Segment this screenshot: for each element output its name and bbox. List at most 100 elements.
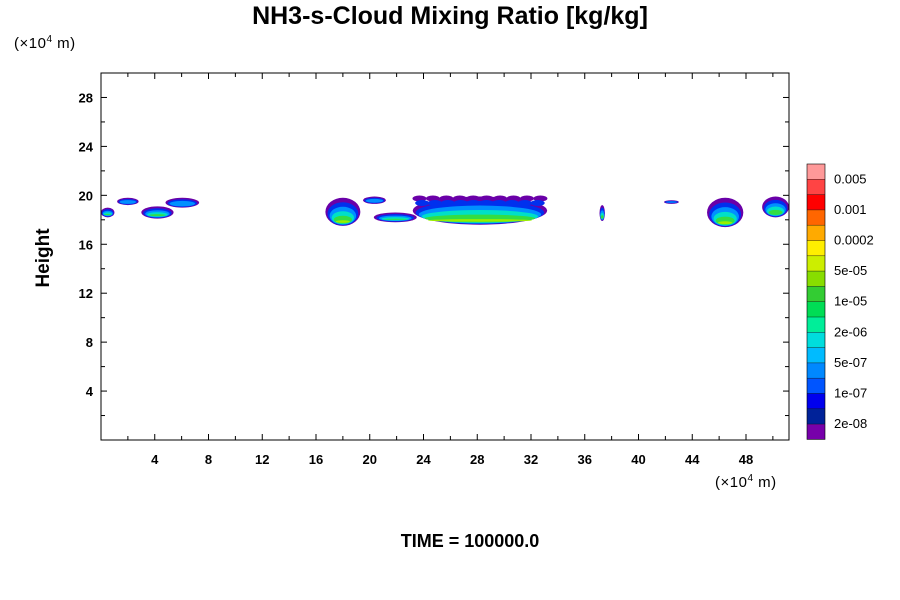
y-unit-label: (×104 m) xyxy=(14,34,76,52)
colorbar-label: 5e-07 xyxy=(834,355,867,370)
cloud-contour xyxy=(335,220,350,223)
y-axis-title: Height xyxy=(33,228,54,288)
x-tick-label: 20 xyxy=(363,452,377,467)
colorbar-label: 2e-08 xyxy=(834,416,867,431)
cloud-contour xyxy=(600,215,604,219)
cloud-region xyxy=(762,196,789,218)
cloud-bump xyxy=(466,195,481,202)
cloud-bump xyxy=(425,195,440,202)
cloud-region xyxy=(664,200,679,204)
cloud-bump xyxy=(530,200,545,207)
cloud-contour xyxy=(768,209,783,215)
cloud-bump xyxy=(415,200,430,207)
x-tick-label: 36 xyxy=(578,452,592,467)
y-axis: 4 8 12 16 20 24 28 xyxy=(79,90,789,417)
colorbar-swatch xyxy=(807,301,825,317)
cloud-bump xyxy=(412,195,427,202)
x-tick-label: 44 xyxy=(685,452,700,467)
y-tick-label: 24 xyxy=(79,139,94,154)
colorbar-label: 0.0002 xyxy=(834,233,874,248)
cloud-contour xyxy=(665,201,678,203)
colorbar-swatch xyxy=(807,209,825,226)
cloud-contour xyxy=(149,214,166,217)
plot-frame xyxy=(100,72,790,441)
cloud-bump xyxy=(533,195,548,202)
colorbar-swatch xyxy=(807,164,825,180)
y-tick-label: 8 xyxy=(86,335,93,350)
cloud-bump xyxy=(517,200,532,207)
y-tick-label: 20 xyxy=(79,188,93,203)
cloud-contour xyxy=(427,219,533,222)
colorbar-label: 0.001 xyxy=(834,202,867,217)
cloud-contour xyxy=(365,198,384,203)
cloud-region xyxy=(101,207,115,218)
colorbar-swatch xyxy=(807,286,825,302)
colorbar-swatch xyxy=(807,408,825,425)
colorbar-swatch xyxy=(807,225,825,241)
time-label: TIME = 100000.0 xyxy=(400,531,540,551)
x-tick-label: 4 xyxy=(151,452,159,467)
colorbar-swatch xyxy=(807,332,825,348)
cloud-region xyxy=(363,196,386,204)
cloud-bump xyxy=(479,200,494,207)
colorbar-swatch xyxy=(807,317,825,333)
x-tick-label: 28 xyxy=(470,452,484,467)
cloud-bump xyxy=(492,200,507,207)
colorbar-label: 1e-07 xyxy=(834,386,867,401)
colorbar-label: 5e-05 xyxy=(834,263,867,278)
cloud-bump xyxy=(493,195,508,202)
cloud-field xyxy=(101,195,789,228)
cloud-bump xyxy=(505,200,520,207)
y-tick-label: 28 xyxy=(79,90,93,105)
cloud-contour xyxy=(717,221,733,225)
colorbar-swatch xyxy=(807,255,825,272)
cloud-bump xyxy=(466,200,481,207)
colorbar-swatch xyxy=(807,179,825,195)
colorbar-swatch xyxy=(807,271,825,287)
cloud-contour xyxy=(169,200,196,207)
cloud-bump xyxy=(439,195,454,202)
cloud-region xyxy=(412,195,548,225)
cloud-region xyxy=(599,205,605,222)
colorbar-label: 1e-05 xyxy=(834,294,867,309)
x-tick-label: 16 xyxy=(309,452,323,467)
colorbar-swatch xyxy=(807,240,825,256)
x-tick-label: 32 xyxy=(524,452,538,467)
y-tick-label: 4 xyxy=(86,384,94,399)
cloud-bump xyxy=(506,195,521,202)
colorbar-swatch xyxy=(807,393,825,409)
x-tick-label: 12 xyxy=(255,452,269,467)
colorbar-swatch xyxy=(807,194,825,210)
cloud-contour xyxy=(119,200,137,204)
cloud-region xyxy=(707,197,744,228)
x-tick-label: 48 xyxy=(739,452,753,467)
colorbar: 0.005 0.001 0.0002 5e-05 1e-05 2e-06 5e-07 1e-0… xyxy=(806,163,874,440)
x-tick-label: 24 xyxy=(416,452,431,467)
colorbar-label: 2e-06 xyxy=(834,324,867,339)
colorbar-swatch xyxy=(807,347,825,363)
cloud-bump xyxy=(519,195,534,202)
x-axis: 4 8 12 16 20 24 28 32 36 40 44 48 xyxy=(127,73,774,467)
cloud-bump xyxy=(453,200,468,207)
x-tick-label: 8 xyxy=(205,452,212,467)
cloud-region xyxy=(141,206,174,219)
cloud-region xyxy=(325,197,361,226)
cloud-region xyxy=(373,212,417,223)
x-tick-label: 40 xyxy=(631,452,645,467)
x-unit-label: (×104 m) xyxy=(715,473,777,491)
colorbar-swatch xyxy=(807,362,825,379)
colorbar-swatch xyxy=(807,378,825,394)
cloud-region xyxy=(117,197,139,206)
colorbar-swatch xyxy=(807,424,825,440)
cloud-bump xyxy=(428,200,443,207)
cloud-contour xyxy=(384,218,407,220)
y-tick-label: 16 xyxy=(79,237,93,252)
cloud-region xyxy=(165,197,200,208)
cloud-bump xyxy=(440,200,455,207)
y-tick-label: 12 xyxy=(79,286,93,301)
cloud-contour xyxy=(104,213,112,215)
chart-title: NH3-s-Cloud Mixing Ratio [kg/kg] xyxy=(252,2,648,30)
colorbar-label: 0.005 xyxy=(834,171,867,186)
cloud-bump xyxy=(452,195,467,202)
